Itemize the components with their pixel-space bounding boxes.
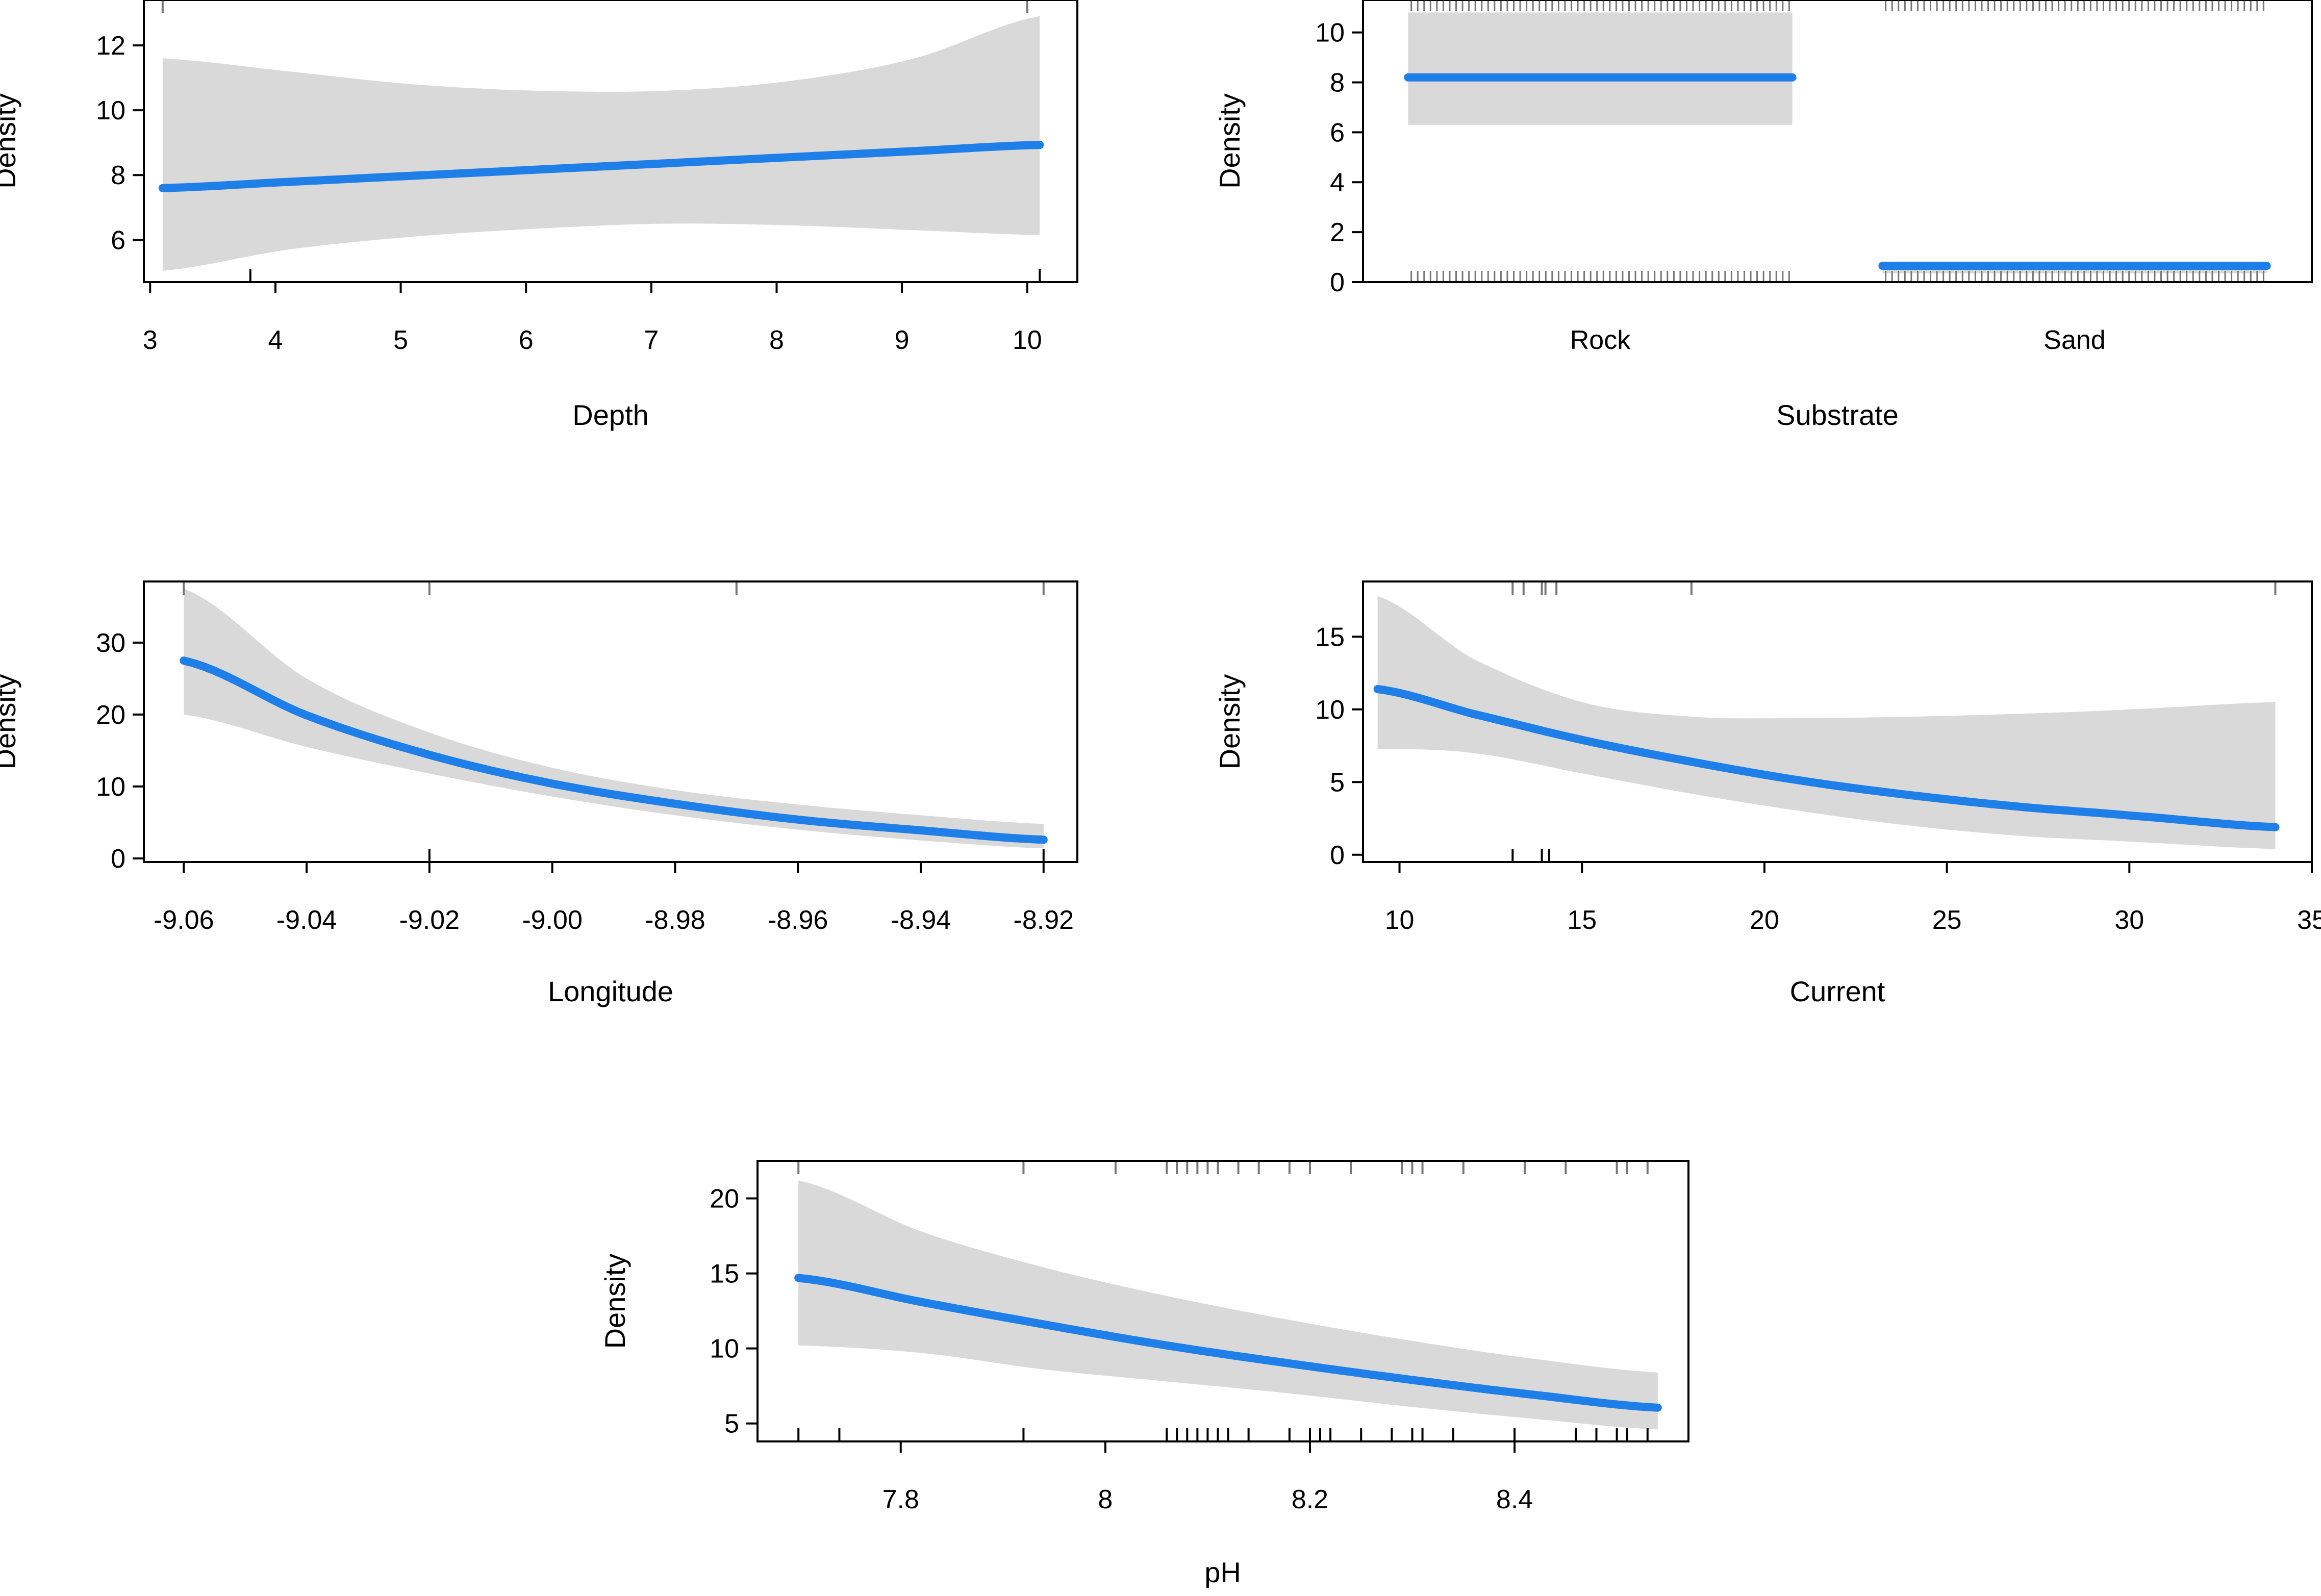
x-tick-label-sand: Sand bbox=[2044, 325, 2105, 355]
y-tick-label: 2 bbox=[1330, 218, 1345, 247]
y-tick-label: 5 bbox=[1330, 768, 1345, 797]
plot-area-substrate bbox=[1404, 0, 2271, 282]
y-tick-label: 30 bbox=[96, 628, 125, 658]
y-tick-label: 10 bbox=[710, 1334, 739, 1364]
y-tick-label: 10 bbox=[96, 96, 125, 125]
y-tick-label: 0 bbox=[1330, 268, 1345, 297]
x-tick-label: -9.00 bbox=[522, 905, 583, 935]
plot-frame bbox=[1362, 580, 2313, 863]
x-tick-label: 3 bbox=[143, 325, 158, 355]
y-axis-label: Density bbox=[0, 93, 21, 189]
chart-panel-longitude: 0 10 20 30 -9.06 -9.04 -9.02 -9.00 -8.98 -8.96 -8.… bbox=[0, 580, 1078, 1007]
x-tick-label: -9.06 bbox=[154, 905, 214, 935]
ci-band bbox=[1377, 596, 2276, 849]
y-tick-label: 10 bbox=[1315, 695, 1345, 725]
y-axis-label: Density bbox=[0, 674, 21, 770]
y-tick-label: 5 bbox=[724, 1409, 739, 1439]
x-tick-label: 25 bbox=[1932, 905, 1962, 935]
plot-frame bbox=[143, 580, 1078, 863]
y-tick-label: 8 bbox=[111, 161, 125, 190]
x-tick-label-rock: Rock bbox=[1570, 325, 1631, 355]
plot-area-longitude bbox=[180, 581, 1048, 862]
x-tick-label: 15 bbox=[1567, 905, 1597, 935]
y-axis-label: Density bbox=[1214, 93, 1246, 189]
x-tick-label: 7.8 bbox=[882, 1485, 919, 1514]
y-tick-label: 15 bbox=[1315, 622, 1345, 652]
x-tick-label: 9 bbox=[895, 325, 910, 355]
x-tick-label: 6 bbox=[519, 325, 534, 355]
y-tick-label: 20 bbox=[710, 1184, 739, 1214]
x-axis-label: Substrate bbox=[1776, 399, 1899, 431]
x-tick-label: 10 bbox=[1385, 905, 1415, 935]
x-tick-label: 8.2 bbox=[1292, 1485, 1328, 1514]
plot-frame bbox=[756, 1160, 1689, 1442]
y-tick-label: 6 bbox=[111, 225, 125, 255]
x-axis-label: pH bbox=[1204, 1556, 1241, 1588]
chart-panel-current: 0 5 10 15 10 15 20 25 30 35 Current Density bbox=[1214, 580, 2321, 1007]
plot-area-depth bbox=[158, 0, 1044, 282]
x-tick-label: 20 bbox=[1750, 905, 1779, 935]
ci-band bbox=[162, 16, 1040, 271]
x-tick-label: 5 bbox=[393, 325, 408, 355]
ci-band-rock bbox=[1408, 12, 1793, 125]
y-tick-label: 8 bbox=[1330, 68, 1345, 97]
x-tick-label: -8.92 bbox=[1014, 905, 1074, 935]
y-tick-label: 0 bbox=[1330, 841, 1345, 870]
y-tick-label: 15 bbox=[710, 1259, 739, 1289]
chart-panel-depth: 6 8 10 12 3 4 5 6 7 8 9 10 Depth Density bbox=[0, 0, 1078, 431]
y-axis-label: Density bbox=[599, 1254, 631, 1349]
plot-area-ph bbox=[794, 1161, 1662, 1441]
x-tick-label: -8.96 bbox=[768, 905, 828, 935]
y-tick-label: 4 bbox=[1330, 168, 1345, 197]
fit-line bbox=[1373, 685, 2280, 831]
y-tick-label: 20 bbox=[96, 700, 125, 730]
chart-panel-substrate: 0 2 4 6 8 10 Rock Sand Substrate Density bbox=[1214, 0, 2313, 431]
x-tick-label: -9.04 bbox=[276, 905, 337, 935]
x-axis-label: Depth bbox=[572, 399, 648, 431]
x-tick-label: -8.94 bbox=[891, 905, 951, 935]
x-tick-label: 35 bbox=[2297, 905, 2321, 935]
y-tick-label: 12 bbox=[96, 31, 125, 61]
x-tick-label: -9.02 bbox=[399, 905, 460, 935]
y-tick-label: 10 bbox=[96, 772, 125, 802]
x-axis-label: Longitude bbox=[548, 975, 673, 1007]
plot-frame bbox=[143, 0, 1078, 283]
x-tick-label: 7 bbox=[644, 325, 659, 355]
y-tick-label: 0 bbox=[111, 844, 125, 874]
x-tick-label: -8.98 bbox=[645, 905, 705, 935]
plot-area-current bbox=[1373, 581, 2280, 862]
plot-frame bbox=[1362, 0, 2313, 283]
x-axis-label: Current bbox=[1790, 975, 1885, 1007]
y-axis-label: Density bbox=[1214, 674, 1246, 770]
x-tick-label: 8 bbox=[1098, 1485, 1113, 1514]
x-tick-label: 4 bbox=[268, 325, 283, 355]
x-tick-label: 10 bbox=[1013, 325, 1042, 355]
fit-line bbox=[180, 656, 1048, 844]
fit-line bbox=[158, 141, 1044, 192]
fit-line bbox=[794, 1274, 1662, 1412]
chart-panel-ph: 5 10 15 20 7.8 8 8.2 8.4 pH Density bbox=[599, 1160, 1689, 1588]
x-tick-label: 30 bbox=[2114, 905, 2144, 935]
y-tick-label: 10 bbox=[1315, 18, 1345, 48]
ci-band bbox=[798, 1180, 1658, 1430]
x-tick-label: 8 bbox=[769, 325, 784, 355]
x-tick-label: 8.4 bbox=[1496, 1485, 1533, 1514]
y-tick-label: 6 bbox=[1330, 118, 1345, 147]
